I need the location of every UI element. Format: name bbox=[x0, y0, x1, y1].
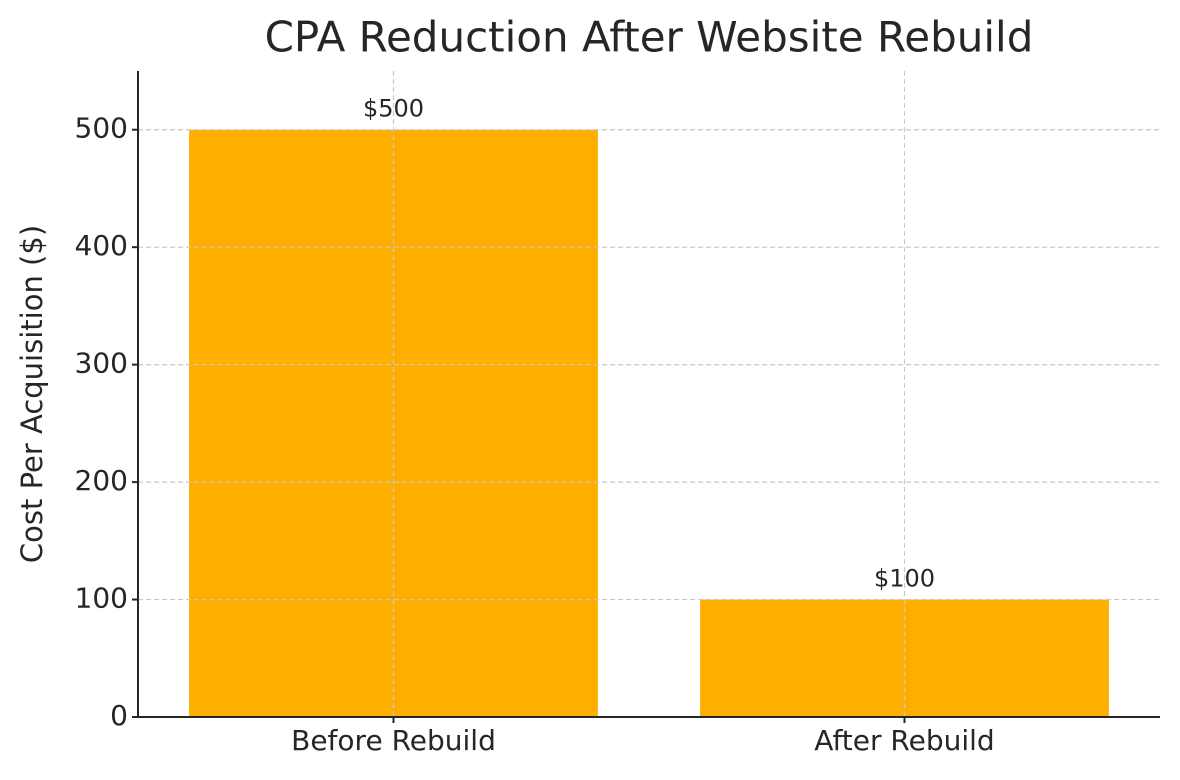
x-tick-label: After Rebuild bbox=[814, 724, 994, 757]
value-label: $100 bbox=[874, 565, 935, 593]
y-tick-label: 400 bbox=[75, 229, 128, 262]
y-tick-label: 300 bbox=[75, 347, 128, 380]
x-tick-label: Before Rebuild bbox=[291, 724, 496, 757]
value-label: $500 bbox=[363, 95, 424, 123]
y-tick-label: 500 bbox=[75, 112, 128, 145]
y-axis-label: Cost Per Acquisition ($) bbox=[15, 225, 49, 563]
y-tick-label: 100 bbox=[75, 582, 128, 615]
chart-title: CPA Reduction After Website Rebuild bbox=[265, 13, 1034, 62]
y-tick-label: 0 bbox=[110, 699, 128, 732]
y-tick-label: 200 bbox=[75, 464, 128, 497]
